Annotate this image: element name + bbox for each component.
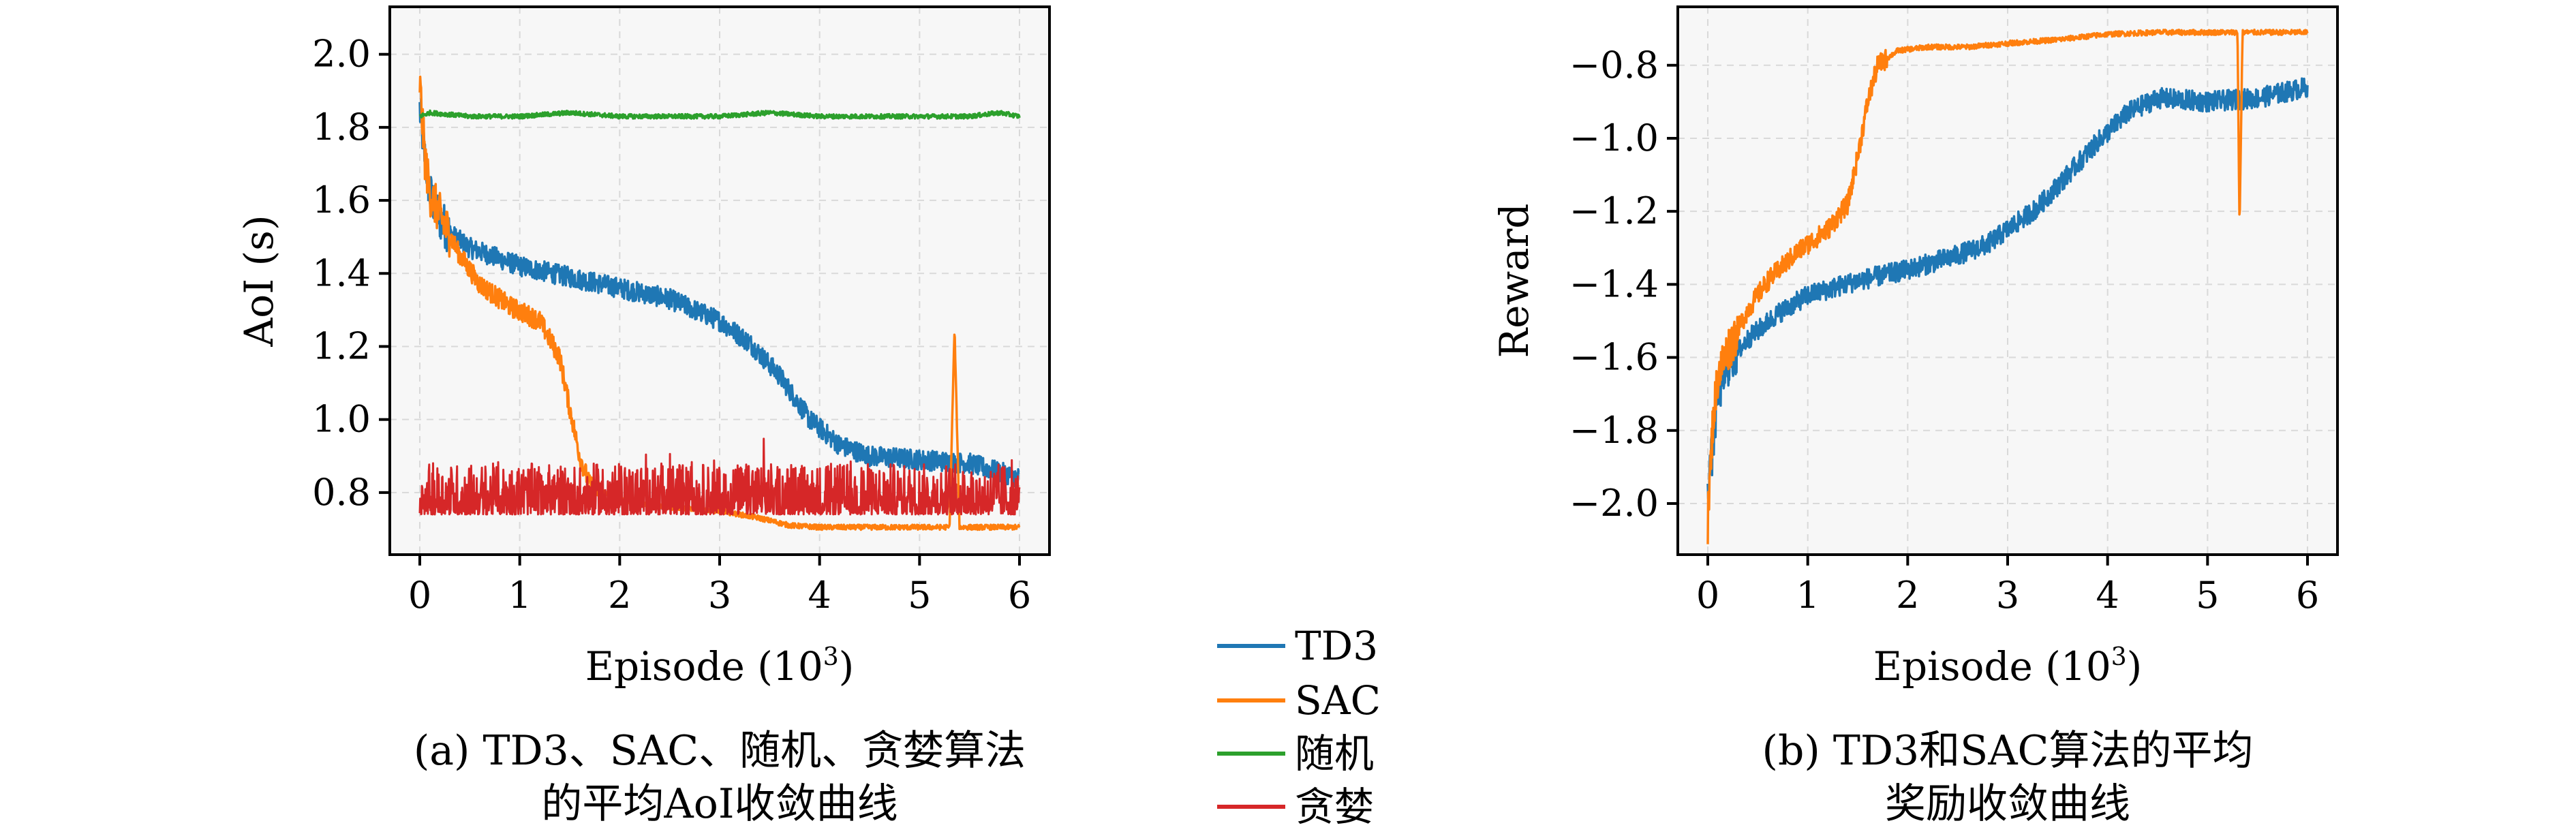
- y-tick-label: 1.2: [312, 324, 371, 367]
- x-tick-label: 0: [1696, 574, 1719, 617]
- y-tick-label: −2.0: [1569, 482, 1659, 525]
- panel-a: 0 1 2 3 4 5 6 0.8 1.0 1.2 1.4 1.6 1.8 2.0 AoI (s) Epi…: [236, 5, 1051, 828]
- plot-frame: [1676, 5, 2339, 556]
- series-line-td3: [418, 97, 1021, 488]
- legend: TD3 SAC 随机 贪婪: [1217, 623, 1381, 830]
- series-group-b: [1706, 29, 2309, 544]
- caption-a-line1: (a) TD3、SAC、随机、贪婪算法: [414, 727, 1026, 775]
- x-tick-label: 6: [1008, 574, 1031, 617]
- x-tick-label: 4: [2096, 574, 2119, 617]
- y-tick-label: 1.8: [312, 106, 371, 149]
- y-axis-label-a: AoI (s): [236, 215, 282, 347]
- y-tick-label: 2.0: [312, 33, 371, 76]
- legend-label-sac: SAC: [1295, 677, 1381, 724]
- ticks-b: 0 1 2 3 4 5 6 −2.0 −1.8 −1.6 −1.4 −1.2 −1.0 −0.8: [1569, 5, 2339, 617]
- y-tick-label: −1.8: [1569, 409, 1659, 452]
- x-tick-label: 4: [808, 574, 831, 617]
- caption-b-line1: (b) TD3和SAC算法的平均: [1762, 727, 2254, 775]
- y-tick-label: 0.8: [312, 471, 371, 514]
- y-tick-label: −1.4: [1569, 262, 1659, 305]
- x-tick-label: 5: [2196, 574, 2219, 617]
- x-tick-label: 0: [408, 574, 431, 617]
- series-line-random: [418, 109, 1021, 120]
- plot-frame: [388, 5, 1051, 556]
- x-axis-label-a-main: Episode (10: [585, 643, 823, 690]
- panel-b: 0 1 2 3 4 5 6 −2.0 −1.8 −1.6 −1.4 −1.2 −1.0 −0.8 Rewa…: [1491, 5, 2339, 828]
- x-tick-label: 5: [908, 574, 931, 617]
- x-axis-label-b-sup: 3: [2111, 643, 2127, 671]
- x-axis-label-b-end: ): [2127, 643, 2143, 690]
- x-tick-label: 1: [1796, 574, 1819, 617]
- x-tick-label: 1: [508, 574, 531, 617]
- y-tick-label: 1.0: [312, 398, 371, 441]
- x-axis-label-a-sup: 3: [823, 643, 839, 671]
- legend-label-td3: TD3: [1295, 623, 1378, 669]
- y-tick-label: −1.6: [1569, 336, 1659, 379]
- y-tick-label: 1.4: [312, 251, 371, 294]
- x-axis-label-a: Episode (103): [585, 643, 855, 690]
- y-tick-label: −1.2: [1569, 189, 1659, 232]
- y-tick-label: 1.6: [312, 179, 371, 221]
- x-tick-label: 6: [2296, 574, 2319, 617]
- y-tick-label: −1.0: [1569, 117, 1659, 159]
- caption-a-line2: 的平均AoI收敛曲线: [541, 780, 898, 828]
- x-tick-label: 2: [608, 574, 631, 617]
- x-tick-label: 3: [708, 574, 731, 617]
- x-tick-label: 3: [1996, 574, 2019, 617]
- x-axis-label-b: Episode (103): [1873, 643, 2143, 690]
- series-line-greedy: [418, 437, 1021, 516]
- grid-b: [1678, 7, 2337, 555]
- ticks-a: 0 1 2 3 4 5 6 0.8 1.0 1.2 1.4 1.6 1.8 2.0: [312, 5, 1051, 617]
- series-group-a: [418, 75, 1021, 531]
- legend-label-random: 随机: [1295, 730, 1374, 777]
- series-line-td3: [1706, 77, 2309, 501]
- x-axis-label-a-end: ): [839, 643, 855, 690]
- x-axis-label-b-main: Episode (10: [1873, 643, 2111, 690]
- series-line-sac: [1706, 29, 2309, 544]
- y-axis-label-b: Reward: [1491, 203, 1537, 358]
- y-tick-label: −0.8: [1569, 44, 1659, 87]
- caption-b-line2: 奖励收敛曲线: [1885, 780, 2130, 828]
- legend-label-greedy: 贪婪: [1295, 784, 1374, 830]
- x-tick-label: 2: [1896, 574, 1919, 617]
